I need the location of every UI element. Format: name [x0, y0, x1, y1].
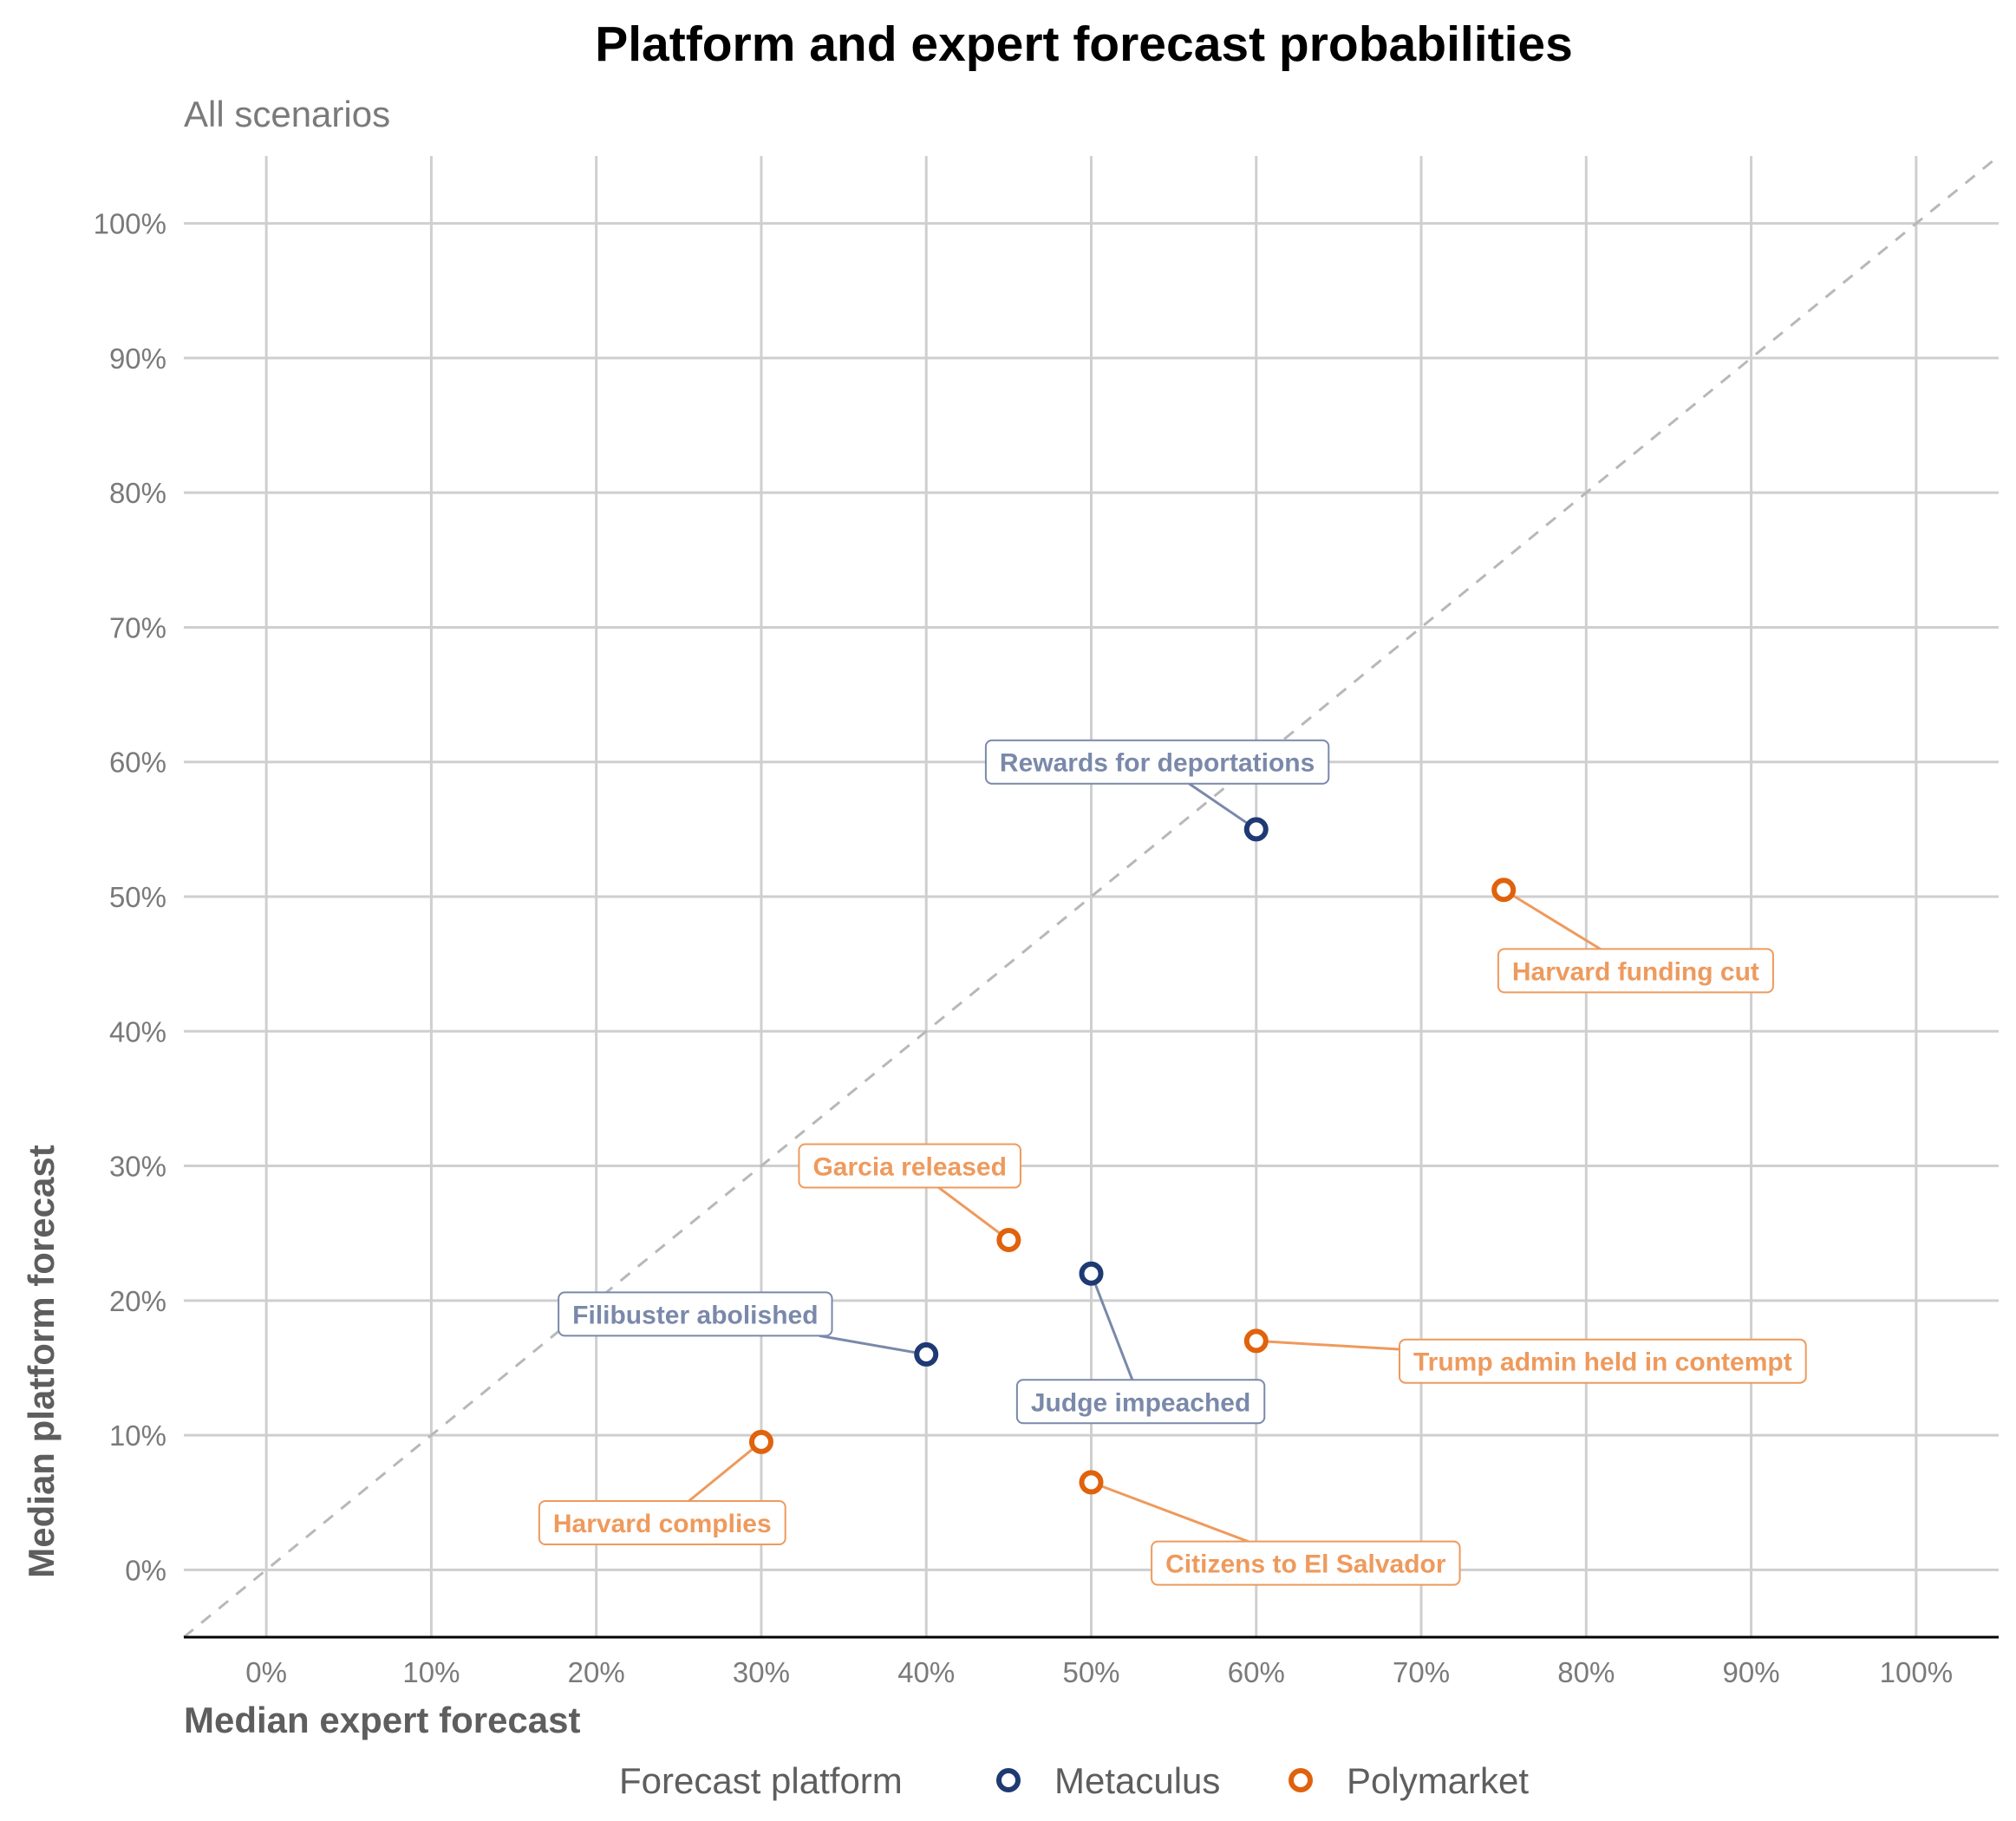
data-point: [1079, 1261, 1104, 1286]
point-label-text: Harvard funding cut: [1512, 957, 1759, 986]
legend: Forecast platform Metaculus Polymarket: [619, 1760, 1529, 1801]
point-label-text: Rewards for deportations: [1000, 749, 1315, 778]
point-label: Citizens to El Salvador: [1151, 1540, 1461, 1586]
point-label: Harvard funding cut: [1497, 948, 1774, 994]
point-label: Garcia released: [798, 1143, 1021, 1189]
label-connector: [1093, 1283, 1134, 1380]
point-label: Trump admin held in contempt: [1399, 1338, 1807, 1384]
y-tick-label: 70%: [109, 611, 166, 643]
data-point: [1491, 878, 1517, 903]
y-tick-label: 60%: [109, 747, 166, 779]
x-axis-title: Median expert forecast: [184, 1700, 581, 1740]
y-tick-label: 0%: [125, 1554, 166, 1586]
chart-title: Platform and expert forecast probabiliti…: [595, 16, 1573, 72]
label-connector: [1101, 1485, 1249, 1544]
data-point: [1243, 1328, 1269, 1354]
identity-line: [183, 154, 2000, 1639]
point-label-box: [558, 1291, 833, 1337]
data-point: [1243, 817, 1269, 842]
legend-label-polymarket: Polymarket: [1347, 1760, 1529, 1801]
legend-title: Forecast platform: [619, 1760, 903, 1801]
x-tick-label: 10%: [402, 1656, 460, 1688]
reference-line: [183, 154, 2000, 1639]
point-label-box: [1151, 1540, 1461, 1586]
label-connectors: [688, 782, 1602, 1544]
legend-marker-polymarket: [1289, 1768, 1313, 1792]
x-tick-label: 60%: [1228, 1656, 1285, 1688]
point-label-box: [984, 739, 1330, 785]
y-tick-label: 20%: [109, 1285, 166, 1317]
chart-subtitle: All scenarios: [184, 94, 390, 134]
x-tick-label: 30%: [733, 1656, 790, 1688]
y-tick-label: 10%: [109, 1420, 166, 1452]
legend-marker-metaculus: [996, 1768, 1021, 1792]
label-connector: [937, 1186, 1001, 1235]
label-connector: [819, 1334, 916, 1354]
x-tick-label: 100%: [1880, 1656, 1953, 1688]
x-tick-label: 0%: [245, 1656, 287, 1688]
x-tick-label: 50%: [1062, 1656, 1119, 1688]
label-connector: [1267, 1340, 1400, 1351]
point-label-text: Citizens to El Salvador: [1165, 1550, 1446, 1579]
label-connector: [688, 1447, 754, 1503]
label-connector: [1512, 894, 1602, 950]
y-axis-title: Median platform forecast: [21, 1145, 62, 1577]
point-label-text: Garcia released: [812, 1153, 1007, 1182]
tick-labels: 0% 10% 20% 30% 40% 50% 60% 70% 80% 90% 100% 0% 10% 20…: [94, 208, 1953, 1688]
y-tick-label: 80%: [109, 477, 166, 509]
point-label-text: Filibuster abolished: [572, 1301, 818, 1329]
point-label-box: [1497, 948, 1774, 994]
data-point: [1079, 1470, 1104, 1495]
y-tick-label: 90%: [109, 343, 166, 375]
point-labels: Rewards for deportations Judge impeached F…: [538, 739, 1807, 1586]
data-point: [996, 1227, 1021, 1252]
x-tick-label: 40%: [897, 1656, 955, 1688]
y-tick-label: 40%: [109, 1015, 166, 1048]
point-label-text: Trump admin held in contempt: [1413, 1348, 1792, 1377]
y-tick-label: 30%: [109, 1151, 166, 1183]
point-label-box: [1399, 1338, 1807, 1384]
data-points: [748, 817, 1517, 1495]
y-tick-label: 50%: [109, 881, 166, 913]
data-point: [914, 1341, 939, 1367]
x-tick-label: 90%: [1723, 1656, 1780, 1688]
point-label-text: Judge impeached: [1031, 1388, 1250, 1417]
data-point: [748, 1429, 773, 1454]
x-tick-label: 70%: [1393, 1656, 1450, 1688]
legend-label-metaculus: Metaculus: [1054, 1760, 1220, 1801]
point-label-box: [1015, 1379, 1266, 1425]
point-label-text: Harvard complies: [553, 1510, 772, 1538]
point-label-box: [538, 1500, 786, 1546]
point-label-box: [798, 1143, 1021, 1189]
point-label: Filibuster abolished: [558, 1291, 833, 1337]
point-label: Harvard complies: [538, 1500, 786, 1546]
x-tick-label: 80%: [1557, 1656, 1615, 1688]
y-tick-label: 100%: [94, 208, 166, 240]
point-label: Judge impeached: [1015, 1379, 1266, 1425]
label-connector: [1188, 782, 1248, 825]
point-label: Rewards for deportations: [984, 739, 1330, 785]
x-tick-label: 20%: [568, 1656, 625, 1688]
